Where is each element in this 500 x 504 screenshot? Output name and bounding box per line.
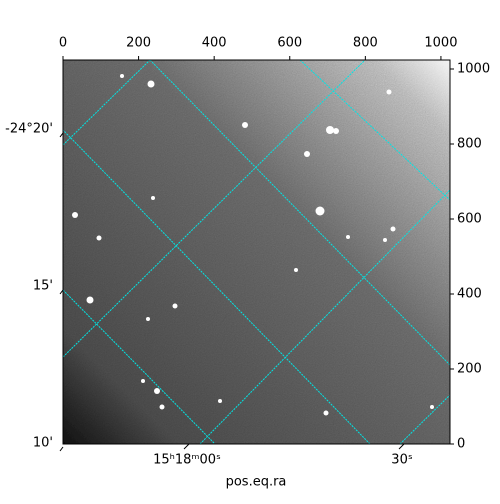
wcs-x-tick-label: 30ˢ <box>391 453 413 468</box>
y-tick-label: 600 <box>457 212 482 227</box>
y-tick-label: 1000 <box>457 62 490 77</box>
sky-image <box>63 60 450 444</box>
x-tick-label: 400 <box>202 36 227 51</box>
wcs-x-tick-label: 15ʰ18ᵐ00ˢ <box>153 453 221 468</box>
frame <box>62 59 451 445</box>
y-tick-label: 0 <box>457 437 465 452</box>
x-axis-label: pos.eq.ra <box>226 475 287 490</box>
y-tick-label: 200 <box>457 362 482 377</box>
x-tick-label: 0 <box>59 36 67 51</box>
wcs-grid <box>63 60 450 444</box>
x-tick-label: 1000 <box>424 36 457 51</box>
wcs-x-tick <box>183 443 190 450</box>
y-tick-label: 400 <box>457 287 482 302</box>
wcs-y-tick <box>59 289 64 295</box>
x-tick-label: 800 <box>353 36 378 51</box>
x-tick-label: 200 <box>126 36 151 51</box>
y-tick-label: 800 <box>457 137 482 152</box>
wcs-x-tick <box>398 443 405 450</box>
wcs-y-tick <box>59 446 64 452</box>
wcs-y-tick <box>59 132 64 138</box>
x-tick-label: 600 <box>277 36 302 51</box>
wcs-y-tick-label: -24°20' <box>5 122 53 137</box>
wcs-y-tick-label: 15' <box>33 279 53 294</box>
wcs-y-tick-label: 10' <box>33 436 53 451</box>
